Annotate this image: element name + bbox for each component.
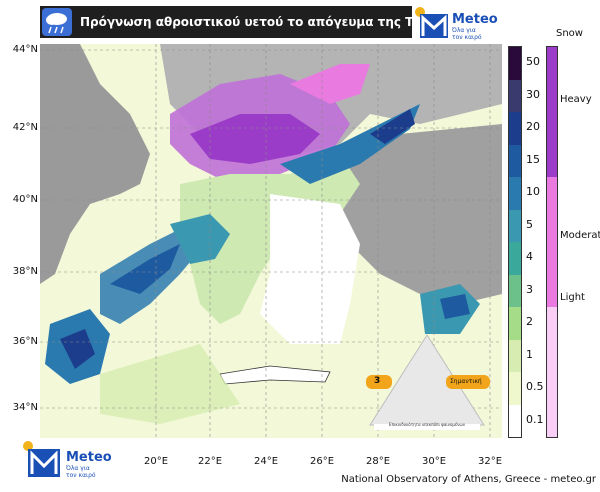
logo-name: Meteo — [452, 12, 498, 27]
hazard-inset: 3 Σημαντική Επικινδυνότητα υπεκπόπι φαιν… — [362, 330, 492, 430]
logo-bottom-tagline-top: Όλα για — [66, 465, 90, 472]
precipitation-map: 3 Σημαντική Επικινδυνότητα υπεκπόπι φαιν… — [40, 44, 502, 438]
rain-colorbar-segment — [509, 307, 521, 340]
snow-level-label: Light — [560, 292, 585, 303]
longitude-label: 26°E — [309, 456, 335, 467]
rain-level-label: 1 — [526, 347, 533, 361]
longitude-label: 20°E — [143, 456, 169, 467]
snow-level-label: Moderate — [560, 230, 600, 241]
snow-colorbar — [546, 46, 558, 438]
logo-bottom-name: Meteo — [66, 450, 112, 465]
longitude-label: 30°E — [421, 456, 447, 467]
ionian-heavy-rain — [110, 244, 180, 294]
north-aegean-rain — [280, 104, 420, 184]
latitude-label: 34°N — [12, 402, 38, 413]
snow-colorbar-segment — [547, 177, 557, 307]
rain-colorbar-segment — [509, 242, 521, 275]
snow-colorbar-segment — [547, 47, 557, 177]
meteo-logo-bottom: Meteo Όλα για τον καιρό — [22, 440, 122, 480]
aegean-sea — [260, 194, 360, 344]
rain-colorbar-segment — [509, 372, 521, 405]
rain-colorbar-segment — [509, 404, 521, 437]
rain-level-label: 5 — [526, 217, 533, 231]
italy-land — [40, 44, 150, 284]
rain-colorbar-segment — [509, 177, 521, 210]
rain-level-label: 10 — [526, 185, 540, 199]
logo-tagline-top: Όλα για — [452, 27, 476, 34]
south-light-rain — [100, 344, 240, 424]
latitude-label: 38°N — [12, 266, 38, 277]
hazard-caption: Επικινδυνότητα υπεκπόπι φαινομένων — [389, 422, 465, 427]
rain-level-label: 20 — [526, 120, 540, 134]
snow-colorbar-segment — [547, 307, 557, 437]
rain-cloud-icon — [42, 8, 72, 36]
snow-colorbar-title: Snow — [556, 28, 583, 39]
moderate-snow-area — [290, 64, 370, 104]
longitude-label: 24°E — [253, 456, 279, 467]
rain-level-label: 50 — [526, 55, 540, 69]
rain-colorbar-segment — [509, 112, 521, 145]
rain-colorbar-segment — [509, 144, 521, 177]
rain-level-label: 0.5 — [526, 380, 544, 394]
rain-colorbar-segment — [509, 274, 521, 307]
rain-level-label: 4 — [526, 250, 533, 264]
latitude-label: 42°N — [12, 122, 38, 133]
turkey-coast-heavy-rain — [440, 294, 470, 319]
north-aegean-heavy-rain — [370, 109, 415, 144]
heavy-snow-area — [190, 114, 320, 164]
turkey-land — [340, 124, 502, 304]
longitude-label: 28°E — [365, 456, 391, 467]
hazard-level: 3 — [374, 376, 381, 386]
southwest-heavy-rain — [60, 329, 95, 369]
latitude-label: 44°N — [12, 44, 38, 55]
latitude-label: 40°N — [12, 194, 38, 205]
longitude-label: 22°E — [197, 456, 223, 467]
logo-bottom-tagline-bottom: τον καιρό — [66, 472, 96, 479]
title-bar — [40, 6, 412, 38]
footer-credit: National Observatory of Athens, Greece -… — [341, 474, 596, 485]
west-greece-rain — [170, 214, 230, 264]
rain-colorbar-segment — [509, 79, 521, 112]
page-title: Πρόγνωση αθροιστικού υετού το απόγευμα τ… — [80, 15, 530, 29]
logo-tagline-bottom: τον καιρό — [452, 34, 482, 41]
rain-level-label: 0.1 — [526, 412, 544, 426]
rain-level-label: 2 — [526, 315, 533, 329]
rain-colorbar-segment — [509, 209, 521, 242]
rain-colorbar — [508, 46, 522, 438]
rain-level-label: 30 — [526, 87, 540, 101]
snow-level-label: Heavy — [560, 94, 592, 105]
rain-level-label: 15 — [526, 152, 540, 166]
rain-level-label: 3 — [526, 282, 533, 296]
meteo-logo: Meteo Όλα για τον καιρό — [414, 6, 504, 42]
rain-colorbar-segment — [509, 47, 521, 80]
latitude-label: 36°N — [12, 336, 38, 347]
longitude-label: 32°E — [477, 456, 503, 467]
rain-colorbar-segment — [509, 339, 521, 372]
hazard-status: Σημαντική — [450, 378, 482, 385]
